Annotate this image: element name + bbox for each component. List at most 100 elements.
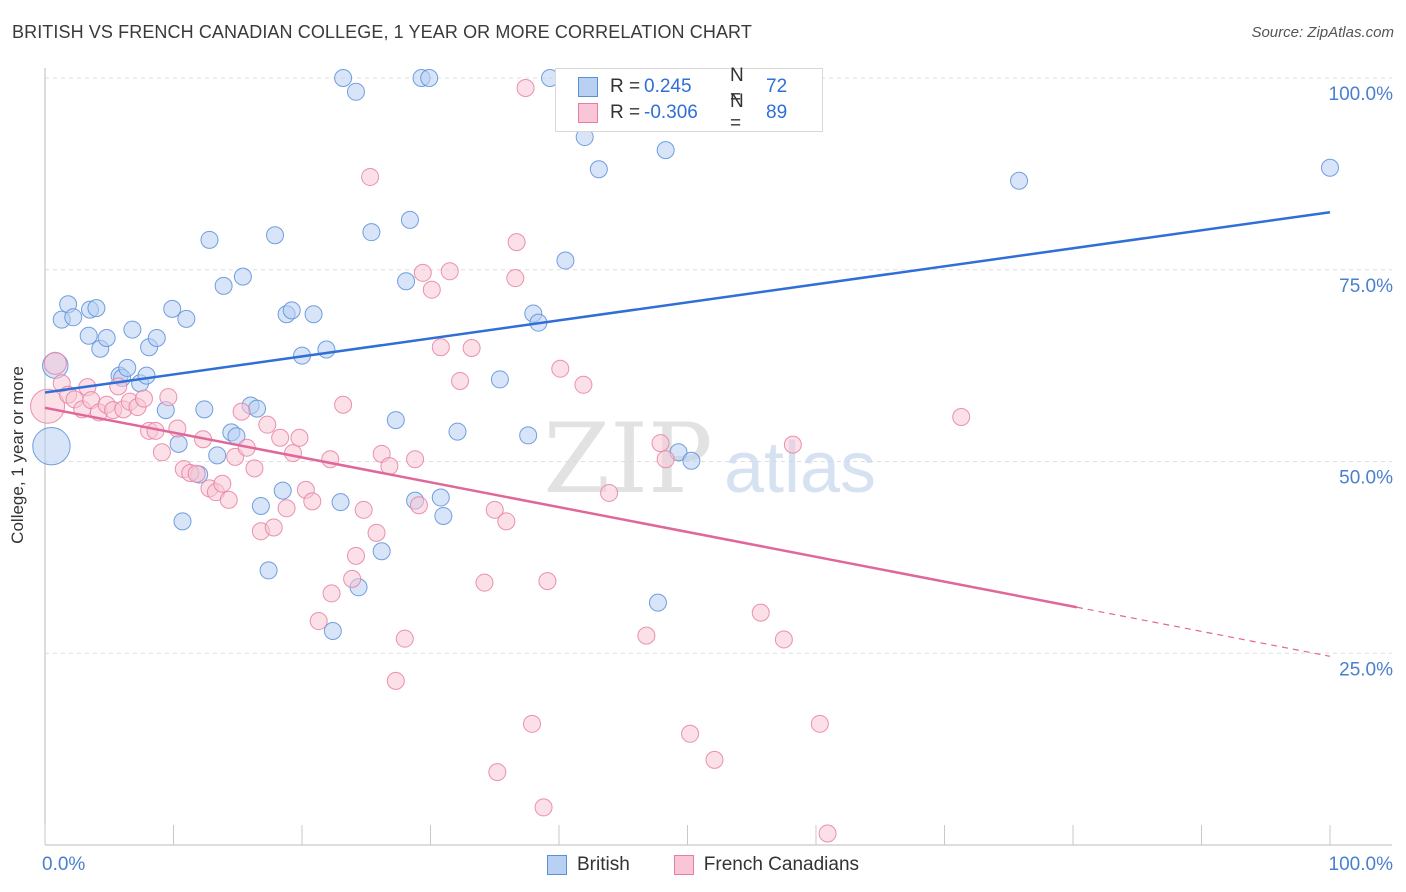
french-canadians-point <box>395 629 414 648</box>
british-point <box>362 223 381 242</box>
stats-legend-row-french-canadians: R = -0.306 N = 89 <box>578 91 788 134</box>
british-point <box>64 308 83 327</box>
chart-title: BRITISH VS FRENCH CANADIAN COLLEGE, 1 YE… <box>12 22 752 42</box>
british-point <box>304 305 323 324</box>
french-canadians-point <box>551 359 570 378</box>
n-value: 89 <box>766 102 788 123</box>
french-canadians-point <box>516 78 535 97</box>
r-value: -0.306 <box>644 102 698 123</box>
french-canadians-point <box>159 388 178 407</box>
french-canadians-point <box>334 395 353 414</box>
x-tick-label-min: 0.0% <box>42 854 85 875</box>
british-point <box>372 542 391 561</box>
british-point <box>519 426 538 445</box>
british-point <box>648 593 667 612</box>
french-canadians-point <box>303 492 322 511</box>
british-swatch <box>546 855 567 875</box>
british-point <box>214 276 233 295</box>
n-value: 72 <box>766 76 788 97</box>
french-canadians-point <box>656 450 675 469</box>
y-tick-label: 25.0% <box>1339 659 1393 680</box>
stats-legend: R = 0.245 N = 72 R = -0.306 N = 89 <box>555 65 823 134</box>
british-point <box>79 326 98 345</box>
legend-item-british[interactable]: British <box>546 854 630 876</box>
british-point <box>251 496 270 515</box>
british-point <box>420 69 439 87</box>
french-canadians-point <box>134 389 153 408</box>
r-value: 0.245 <box>644 76 692 97</box>
british-point <box>331 493 350 512</box>
british-point <box>282 301 301 320</box>
british-point <box>208 446 227 465</box>
french-canadians-point <box>523 714 542 733</box>
legend-label: British <box>576 854 630 875</box>
french-canadians-point <box>309 612 328 631</box>
french-canadians-point <box>409 496 428 515</box>
french-canadians-point <box>488 763 507 782</box>
french-canadians-point <box>284 444 303 463</box>
british-point <box>87 299 106 318</box>
french-canadians-point <box>361 167 380 186</box>
british-point <box>656 141 675 160</box>
x-tick-label-max: 100.0% <box>1329 854 1394 875</box>
french-canadians-point <box>451 371 470 390</box>
british-point <box>334 69 353 87</box>
french-canadians-point <box>774 630 793 649</box>
y-tick-label: 75.0% <box>1339 276 1393 297</box>
french-canadians-trend-extension <box>1076 606 1331 657</box>
french-canadians-point <box>343 569 362 588</box>
french-canadians-point <box>506 269 525 288</box>
british-point <box>589 160 608 179</box>
french-canadians-point <box>187 464 206 483</box>
french-canadians-point <box>219 490 238 509</box>
source-label: Source: ZipAtlas.com <box>1251 24 1394 41</box>
british-point <box>346 82 365 101</box>
french-canadians-point <box>497 512 516 531</box>
tick-labels: 100.0% 75.0% 50.0% 25.0% 0.0% 100.0% <box>42 84 1393 875</box>
british-trend-line <box>44 210 1331 394</box>
french-canadians-point <box>681 724 700 743</box>
french-canadians-point <box>346 546 365 565</box>
british-point <box>118 358 137 377</box>
french-canadians-point <box>213 474 232 493</box>
french-canadians-point <box>751 603 770 622</box>
french-canadians-swatch <box>673 855 694 875</box>
british-point <box>273 481 292 500</box>
french-canadians-point <box>277 499 296 518</box>
british-point <box>259 561 278 580</box>
french-canadians-point <box>507 233 526 252</box>
french-canadians-point <box>354 500 373 519</box>
french-canadians-point <box>651 434 670 453</box>
british-point <box>266 226 285 245</box>
british-point <box>682 451 701 470</box>
french-canadians-point <box>440 262 459 281</box>
french-canadians-point <box>367 523 386 542</box>
british-point <box>397 272 416 291</box>
trend-lines <box>44 210 1331 657</box>
french-canadians-point <box>462 338 481 357</box>
british-point <box>431 488 450 507</box>
french-canadians-point <box>600 483 619 502</box>
french-canadians-point <box>475 573 494 592</box>
british-point <box>177 309 196 328</box>
stats-legend-row-british: R = 0.245 N = 72 <box>578 65 788 108</box>
british-swatch <box>578 77 598 97</box>
british-point <box>200 230 219 249</box>
french-canadians-point <box>413 263 432 282</box>
n-label: N = <box>730 91 744 134</box>
french-canadians-point <box>637 626 656 645</box>
french-canadians-point <box>30 388 66 424</box>
british-point <box>163 299 182 318</box>
british-point <box>400 210 419 229</box>
british-point <box>1010 171 1029 190</box>
french-canadians-point <box>485 500 504 519</box>
french-canadians-point <box>322 584 341 603</box>
legend-label: French Canadians <box>703 854 860 875</box>
british-point <box>434 506 453 525</box>
legend-item-french-canadians[interactable]: French Canadians <box>673 854 860 876</box>
french-canadians-point <box>705 750 724 769</box>
french-canadians-point <box>952 408 971 427</box>
british-point <box>32 426 71 466</box>
french-canadians-point <box>818 824 837 843</box>
